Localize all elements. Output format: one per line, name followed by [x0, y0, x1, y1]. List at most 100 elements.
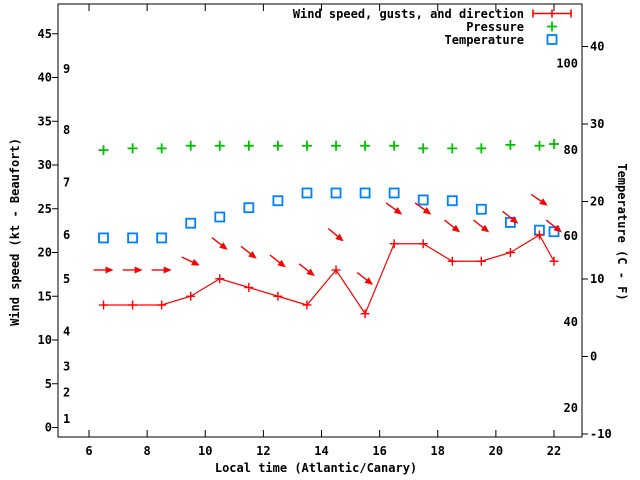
- gust-arrow-head: [134, 266, 143, 274]
- gust-arrow-head: [422, 207, 432, 215]
- gust-arrow-head: [480, 224, 490, 233]
- gust-arrow-head: [553, 224, 562, 233]
- x-tick-label: 12: [256, 444, 270, 458]
- beaufort-label: 9: [63, 62, 70, 76]
- legend-label-temperature: Temperature: [444, 32, 524, 47]
- legend-label-wind: Wind speed, gusts, and direction: [292, 6, 524, 21]
- temperature-point: [301, 187, 313, 199]
- legend-item-pressure: Pressure: [293, 19, 576, 34]
- x-tick-label: 14: [314, 444, 328, 458]
- kt-tick-label: 45: [38, 27, 52, 41]
- temperature-point: [330, 187, 342, 199]
- beaufort-label: 4: [63, 324, 70, 338]
- kt-tick-label: 20: [38, 246, 52, 260]
- beaufort-label: 1: [63, 412, 70, 426]
- gust-arrow-shaft: [327, 228, 340, 239]
- gust-arrow-head: [539, 198, 548, 206]
- left-axis-title: Wind speed (kt - Beaufort): [8, 138, 22, 326]
- gust-arrow-shaft: [414, 202, 427, 212]
- fahrenheit-labels: 20 40 60 80 100: [556, 57, 578, 415]
- temperature-point: [388, 187, 400, 199]
- pressure-series: [98, 139, 559, 156]
- x-tick-label: 8: [144, 444, 151, 458]
- gust-arrow-shaft: [240, 245, 253, 256]
- gust-arrow-shaft: [473, 219, 485, 230]
- kt-tick-label: 40: [38, 71, 52, 85]
- kt-tick-label: 10: [38, 333, 52, 347]
- legend: Wind speed, gusts, and direction Pressur…: [292, 6, 576, 47]
- temperature-point: [417, 194, 429, 206]
- gust-arrow-head: [393, 207, 403, 215]
- gust-arrow-head: [248, 250, 257, 259]
- c-tick-label: 10: [590, 272, 604, 286]
- temperature-point: [127, 232, 138, 244]
- beaufort-labels: 1 2 3 4 5 6 7 8 9: [63, 62, 70, 426]
- x-tick-label: 16: [372, 444, 386, 458]
- gust-arrow-shaft: [211, 237, 224, 247]
- x-tick-label: 6: [85, 444, 92, 458]
- fahrenheit-label: 40: [564, 315, 578, 329]
- legend-label-pressure: Pressure: [466, 19, 524, 34]
- gust-arrow-shaft: [269, 254, 282, 265]
- gust-arrow-head: [306, 268, 315, 277]
- beaufort-label: 2: [63, 386, 70, 400]
- kt-tick-label: 30: [38, 158, 52, 172]
- gust-arrow-shaft: [530, 193, 544, 203]
- gust-arrow-head: [451, 224, 461, 233]
- x-tick-label: 18: [431, 444, 445, 458]
- c-tick-label: 20: [590, 195, 604, 209]
- beaufort-label: 6: [63, 228, 70, 242]
- fahrenheit-label: 60: [564, 229, 578, 243]
- x-axis-ticks: 6 8 10 12 14 16 18 20 22: [85, 4, 561, 458]
- gust-arrow-shaft: [545, 219, 558, 230]
- legend-item-temperature: Temperature: [293, 32, 576, 47]
- fahrenheit-label: 100: [556, 57, 578, 71]
- kt-tick-label: 5: [45, 377, 52, 391]
- temperature-series: [98, 187, 560, 244]
- temperature-point: [156, 232, 168, 244]
- fahrenheit-label: 80: [564, 143, 578, 157]
- beaufort-label: 7: [63, 176, 70, 190]
- gust-arrow-shaft: [181, 256, 195, 264]
- gust-arrow-shaft: [385, 202, 398, 212]
- x-tick-label: 10: [198, 444, 212, 458]
- gust-arrow-head: [219, 242, 228, 250]
- x-tick-label: 22: [547, 444, 561, 458]
- gust-arrow-shaft: [443, 219, 456, 230]
- gust-arrow-shaft: [298, 263, 311, 274]
- gust-arrow-head: [364, 277, 373, 285]
- fahrenheit-label: 20: [564, 401, 578, 415]
- x-tick-label: 20: [489, 444, 503, 458]
- gust-arrow-head: [277, 259, 286, 268]
- kt-tick-label: 25: [38, 202, 52, 216]
- beaufort-label: 5: [63, 272, 70, 286]
- legend-item-wind: Wind speed, gusts, and direction: [292, 6, 576, 21]
- gust-arrow-head: [509, 215, 519, 224]
- temperature-point: [475, 203, 487, 215]
- plot-border: [57, 3, 583, 438]
- kt-tick-label: 35: [38, 114, 52, 128]
- c-tick-label: 30: [590, 117, 604, 131]
- wind-speed-series: [99, 230, 559, 319]
- kt-tick-label: 15: [38, 289, 52, 303]
- gust-arrow-shaft: [502, 210, 514, 221]
- kt-tick-label: 0: [45, 421, 52, 435]
- beaufort-label: 3: [63, 359, 70, 373]
- temperature-point: [272, 195, 284, 207]
- temperature-point: [548, 226, 560, 238]
- temperature-point: [446, 195, 458, 207]
- temperature-point: [214, 211, 226, 223]
- temperature-point: [98, 232, 109, 244]
- x-axis-title: Local time (Atlantic/Canary): [214, 461, 418, 475]
- wind-speed-line: [103, 234, 555, 316]
- right-axis-title: Temperature (C - F): [615, 163, 629, 301]
- c-tick-label: 0: [590, 350, 597, 364]
- temperature-point: [243, 202, 255, 214]
- gust-arrow-head: [105, 266, 114, 274]
- beaufort-label: 8: [63, 123, 70, 137]
- pressure-plus-icon: [530, 20, 576, 33]
- gust-arrow-head: [163, 266, 172, 274]
- kt-axis-ticks: 0 5 10 15 20 25 30 35 40 45: [38, 27, 58, 435]
